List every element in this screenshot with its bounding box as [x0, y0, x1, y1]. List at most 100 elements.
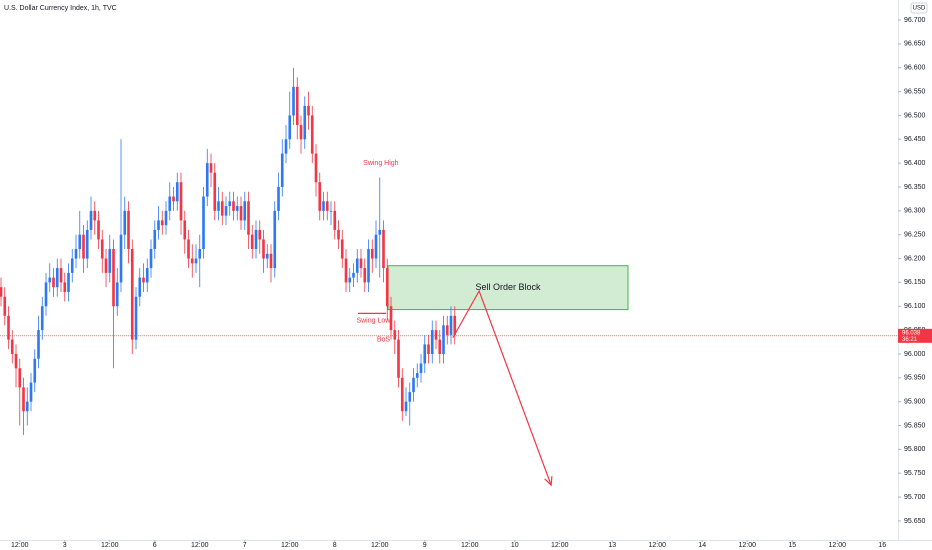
candle-body — [194, 258, 198, 264]
candle-body — [40, 306, 44, 331]
candle-body — [224, 206, 228, 216]
candle-body — [389, 306, 393, 331]
y-tick-label: 95.700 — [904, 494, 926, 501]
candle-body — [239, 206, 243, 221]
candle-body — [453, 315, 457, 335]
y-tick-label: 96.000 — [904, 351, 926, 358]
x-tick-label: 12:00 — [281, 542, 299, 549]
candle-body — [85, 229, 89, 259]
candle-body — [273, 210, 277, 269]
candle-body — [337, 229, 340, 240]
arrow-head — [544, 476, 553, 487]
candle-body — [292, 86, 295, 116]
x-tick-label: 15 — [788, 542, 796, 549]
x-tick-label: 12:00 — [371, 542, 389, 549]
candle-body — [374, 234, 378, 259]
candle-body — [198, 249, 202, 259]
candle-body — [404, 401, 408, 412]
order-block — [387, 265, 629, 311]
candle-body — [318, 182, 322, 211]
candle-body — [314, 153, 318, 183]
currency: USD — [913, 6, 926, 12]
candle-body — [7, 315, 10, 340]
candle-body — [179, 182, 183, 221]
candle-body — [115, 282, 119, 307]
candle-body — [55, 268, 59, 288]
x-tick-label: 12:00 — [828, 542, 846, 549]
candle-body — [258, 229, 262, 240]
candle-body — [307, 105, 310, 116]
candle-body — [378, 229, 382, 235]
candle-body — [445, 325, 449, 335]
annotation: Swing Low — [356, 317, 391, 324]
candle-body — [187, 239, 190, 259]
candle-body — [430, 330, 434, 354]
candle-body — [112, 249, 115, 307]
candle-body — [119, 234, 123, 283]
y-tick-label: 95.750 — [904, 470, 926, 477]
currency-badge — [910, 2, 928, 14]
candle-body — [363, 268, 367, 283]
candle-body — [295, 86, 299, 125]
candle-body — [22, 387, 25, 412]
candle-body — [48, 277, 52, 283]
candle-body — [348, 277, 352, 283]
candle-body — [209, 163, 213, 173]
x-tick-label: 12:00 — [101, 542, 119, 549]
candle-body — [325, 201, 329, 211]
candle-body — [149, 249, 153, 269]
candle-body — [412, 377, 415, 393]
x-tick-label: 12:00 — [738, 542, 756, 549]
candle-body — [153, 229, 157, 250]
candle-body — [18, 368, 22, 388]
candle-body — [63, 282, 67, 292]
x-tick-label: 12:00 — [191, 542, 209, 549]
candle-body — [340, 239, 344, 259]
candle-body — [52, 277, 55, 288]
candle-body — [277, 186, 280, 211]
candle-body — [67, 272, 70, 292]
last-price-label: 96.038 — [902, 330, 921, 336]
y-tick-label: 95.650 — [904, 518, 926, 525]
annotation: BoS — [377, 336, 391, 343]
candle-body — [183, 220, 187, 240]
candle-body — [127, 210, 130, 250]
candle-body — [303, 105, 307, 140]
candle-body — [359, 258, 363, 269]
candle-body — [438, 339, 442, 354]
candle-body — [142, 277, 145, 283]
candle-body — [250, 234, 254, 250]
y-tick-label: 96.200 — [904, 255, 926, 262]
candle-body — [100, 239, 104, 259]
candle-body — [442, 325, 445, 354]
y-tick-label: 96.500 — [904, 112, 926, 119]
y-tick-label: 96.650 — [904, 41, 926, 48]
candle-body — [138, 277, 142, 297]
candle-body — [408, 392, 412, 402]
candle-body — [3, 296, 7, 316]
candle-body — [449, 315, 453, 335]
candle-body — [228, 201, 232, 207]
candle-body — [243, 201, 247, 221]
candle-body — [397, 339, 400, 378]
x-tick-label: 13 — [608, 542, 616, 549]
candle-body — [175, 182, 179, 202]
candle-body — [235, 206, 239, 211]
candle-body — [367, 249, 370, 283]
candle-body — [382, 229, 385, 269]
y-tick-label: 95.800 — [904, 446, 926, 453]
candle-body — [355, 258, 359, 273]
x-tick-label: 8 — [333, 542, 337, 549]
candle-body — [37, 330, 40, 359]
x-tick-label: 10 — [511, 542, 519, 549]
candle-body — [104, 258, 108, 273]
x-tick-label: 14 — [698, 542, 706, 549]
candle-body — [385, 268, 389, 307]
candle-body — [247, 201, 250, 235]
last-price-badge — [898, 328, 932, 343]
candle-body — [415, 373, 419, 378]
candle-body — [25, 401, 29, 412]
candle-body — [322, 201, 325, 211]
candle-body — [262, 239, 265, 259]
